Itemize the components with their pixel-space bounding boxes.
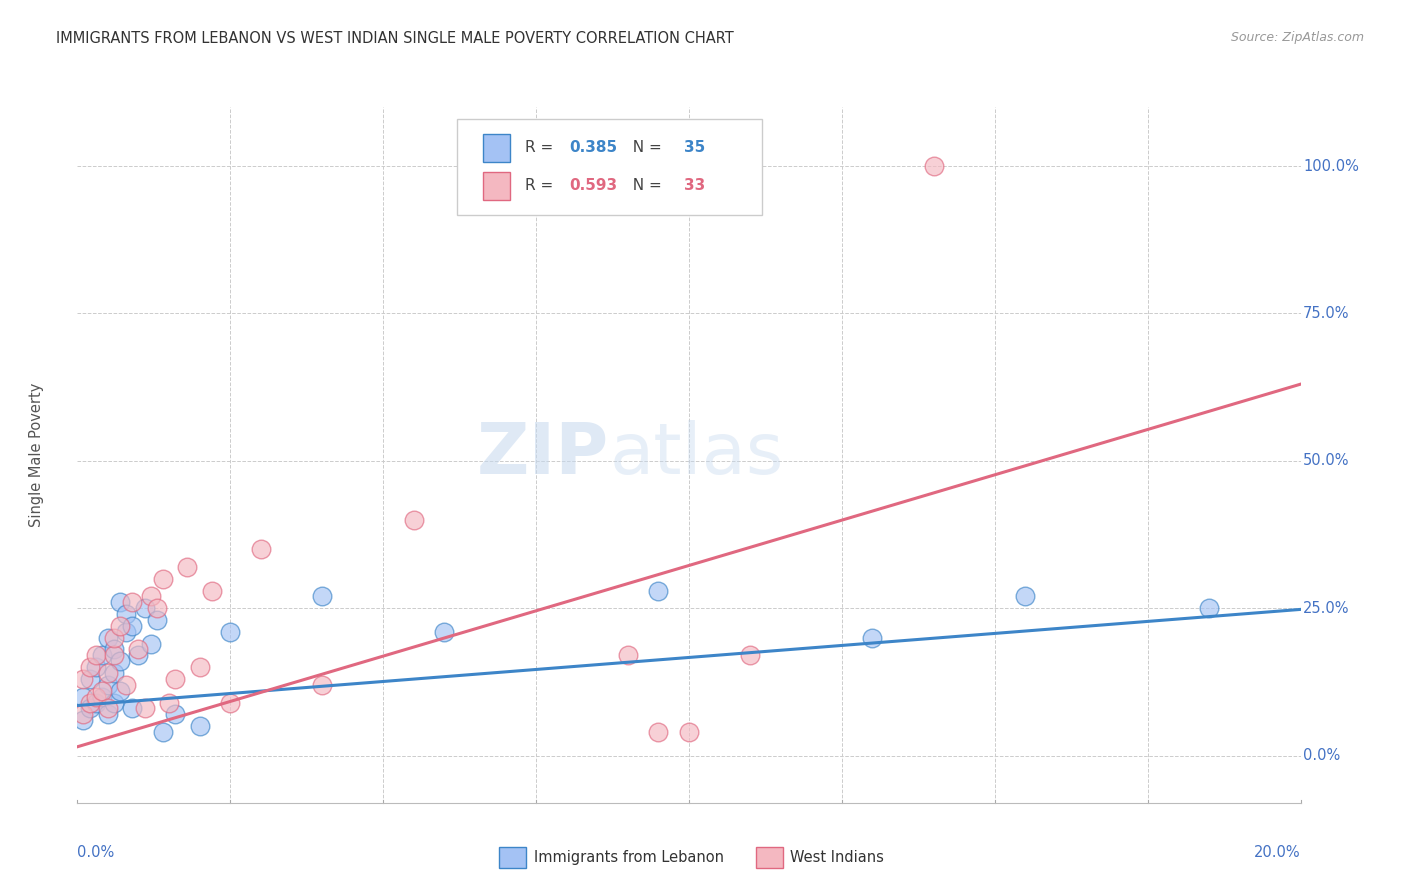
Point xyxy=(103,696,125,710)
Point xyxy=(97,701,120,715)
FancyBboxPatch shape xyxy=(499,847,526,868)
Point xyxy=(134,601,156,615)
Point xyxy=(1014,590,1036,604)
Point xyxy=(157,696,180,710)
Point xyxy=(108,595,131,609)
Point xyxy=(108,619,131,633)
Point xyxy=(862,631,884,645)
Point xyxy=(188,719,211,733)
Text: atlas: atlas xyxy=(609,420,783,490)
Text: R =: R = xyxy=(524,141,558,155)
Text: 0.593: 0.593 xyxy=(569,178,617,194)
Point xyxy=(139,637,162,651)
Text: 0.0%: 0.0% xyxy=(77,845,114,860)
Text: Immigrants from Lebanon: Immigrants from Lebanon xyxy=(534,849,724,864)
Point xyxy=(134,701,156,715)
Point xyxy=(90,648,112,663)
Point xyxy=(152,725,174,739)
Text: 20.0%: 20.0% xyxy=(1254,845,1301,860)
Text: IMMIGRANTS FROM LEBANON VS WEST INDIAN SINGLE MALE POVERTY CORRELATION CHART: IMMIGRANTS FROM LEBANON VS WEST INDIAN S… xyxy=(56,31,734,46)
Point xyxy=(617,648,640,663)
FancyBboxPatch shape xyxy=(484,134,510,162)
Point xyxy=(84,648,107,663)
Point xyxy=(176,560,198,574)
Point xyxy=(97,678,120,692)
Point xyxy=(103,666,125,681)
Point xyxy=(103,642,125,657)
Text: Source: ZipAtlas.com: Source: ZipAtlas.com xyxy=(1230,31,1364,45)
Point xyxy=(115,678,138,692)
Point xyxy=(219,696,242,710)
FancyBboxPatch shape xyxy=(457,119,762,215)
Point xyxy=(79,701,101,715)
Point xyxy=(165,707,187,722)
Point xyxy=(84,690,107,704)
Point xyxy=(165,672,187,686)
Point xyxy=(90,690,112,704)
Point xyxy=(72,690,94,704)
Point xyxy=(146,613,169,627)
Text: 75.0%: 75.0% xyxy=(1303,306,1350,321)
Point xyxy=(72,713,94,727)
Point xyxy=(103,631,125,645)
Point xyxy=(188,660,211,674)
Point xyxy=(647,583,669,598)
Point xyxy=(103,648,125,663)
Point xyxy=(90,683,112,698)
Text: 33: 33 xyxy=(685,178,706,194)
FancyBboxPatch shape xyxy=(756,847,783,868)
Point xyxy=(97,631,120,645)
Point xyxy=(250,542,273,557)
Point xyxy=(740,648,762,663)
FancyBboxPatch shape xyxy=(484,172,510,200)
Point xyxy=(127,648,149,663)
Point xyxy=(647,725,669,739)
Point xyxy=(108,654,131,668)
Point xyxy=(108,683,131,698)
Point xyxy=(922,159,945,173)
Point xyxy=(139,590,162,604)
Point xyxy=(115,624,138,639)
Point xyxy=(79,660,101,674)
Point xyxy=(79,696,101,710)
Point xyxy=(146,601,169,615)
Point xyxy=(79,672,101,686)
Point xyxy=(402,513,425,527)
Point xyxy=(201,583,224,598)
Text: R =: R = xyxy=(524,178,558,194)
Point xyxy=(127,642,149,657)
Point xyxy=(311,590,333,604)
Text: 25.0%: 25.0% xyxy=(1303,600,1350,615)
Point xyxy=(1198,601,1220,615)
Point xyxy=(72,707,94,722)
Point xyxy=(84,660,107,674)
Text: 0.0%: 0.0% xyxy=(1303,748,1340,764)
Text: 50.0%: 50.0% xyxy=(1303,453,1350,468)
Point xyxy=(219,624,242,639)
Point xyxy=(97,707,120,722)
Point xyxy=(97,666,120,681)
Point xyxy=(115,607,138,621)
Point xyxy=(72,672,94,686)
Text: Single Male Poverty: Single Male Poverty xyxy=(30,383,45,527)
Text: 35: 35 xyxy=(685,141,706,155)
Text: 100.0%: 100.0% xyxy=(1303,159,1358,174)
Point xyxy=(311,678,333,692)
Point xyxy=(152,572,174,586)
Text: 0.385: 0.385 xyxy=(569,141,617,155)
Point xyxy=(121,595,143,609)
Point xyxy=(678,725,700,739)
Point xyxy=(121,619,143,633)
Text: N =: N = xyxy=(623,178,666,194)
Text: N =: N = xyxy=(623,141,666,155)
Point xyxy=(433,624,456,639)
Text: West Indians: West Indians xyxy=(790,849,884,864)
Point xyxy=(84,696,107,710)
Text: ZIP: ZIP xyxy=(477,420,609,490)
Point xyxy=(121,701,143,715)
